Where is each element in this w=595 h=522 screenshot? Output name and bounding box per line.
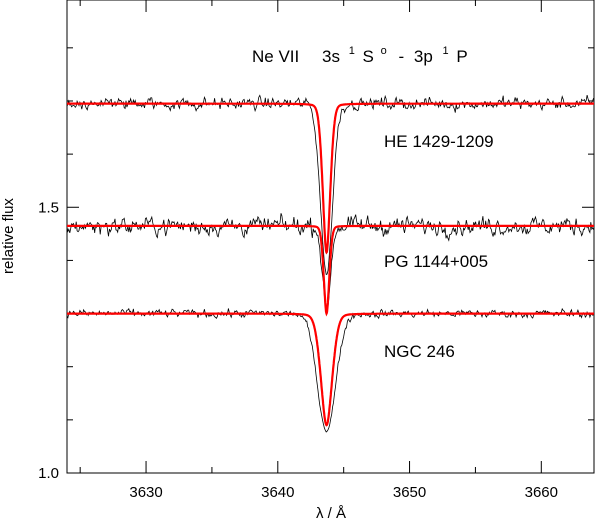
title-upper-mult: 1	[443, 45, 449, 57]
series-label-1: PG 1144+005	[384, 252, 488, 271]
model-spectrum-0	[67, 102, 594, 255]
title-lower-term: S	[363, 47, 374, 66]
model-spectra	[67, 102, 594, 427]
x-axis-label: λ / Å	[316, 505, 346, 522]
y-tick-label: 1.5	[38, 199, 59, 216]
series-label-2: NGC 246	[384, 342, 455, 361]
model-spectrum-1	[67, 224, 594, 317]
observed-spectrum-2	[66, 307, 594, 433]
title-dash: -	[398, 47, 404, 66]
x-tick-label: 3650	[393, 484, 426, 501]
x-tick-label: 3660	[525, 484, 558, 501]
title-ion: Ne VII	[252, 47, 299, 66]
observed-spectrum-1	[66, 213, 594, 313]
chart-title: Ne VII 3s 1 S o - 3p 1 P	[252, 39, 468, 66]
y-tick-label: 1.0	[38, 465, 59, 482]
title-lower-mult: 1	[349, 45, 355, 57]
title-upper-term: P	[456, 47, 467, 66]
axis-tick-labels: 3630 3640 3650 3660 1.0 1.5	[38, 199, 558, 501]
series-label-0: HE 1429-1209	[384, 132, 494, 151]
x-tick-label: 3630	[129, 484, 162, 501]
title-upper-cfg: 3p	[414, 47, 433, 66]
title-lower-cfg: 3s	[322, 47, 340, 66]
model-spectrum-2	[67, 312, 594, 427]
plot-frame	[66, 0, 595, 474]
y-axis-label: relative flux	[0, 198, 17, 274]
title-lower-parity: o	[381, 45, 387, 57]
x-tick-label: 3640	[261, 484, 294, 501]
axis-ticks	[67, 0, 594, 474]
